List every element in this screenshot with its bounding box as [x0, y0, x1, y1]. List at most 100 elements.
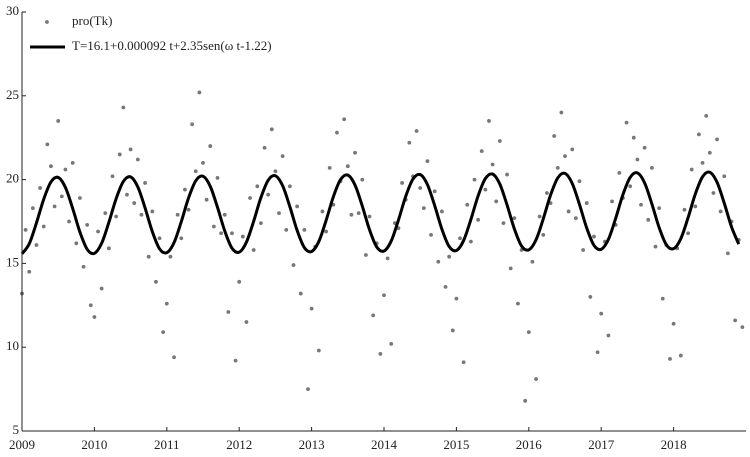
data-point	[298, 291, 303, 296]
data-point	[143, 181, 147, 185]
data-point	[291, 263, 296, 267]
data-point	[172, 355, 176, 360]
data-point	[175, 212, 180, 217]
data-point	[505, 172, 509, 177]
data-point	[671, 321, 676, 326]
data-point	[262, 145, 267, 150]
data-point	[483, 187, 488, 192]
y-tick-label: 15	[6, 254, 19, 269]
x-tick-label: 2017	[588, 437, 615, 452]
data-point	[472, 177, 477, 182]
data-point	[327, 165, 332, 170]
data-point	[139, 212, 144, 217]
data-point	[559, 110, 564, 115]
data-point	[193, 169, 198, 174]
data-point	[465, 202, 470, 207]
data-point	[240, 234, 245, 239]
data-point	[686, 231, 690, 236]
data-point	[508, 266, 513, 271]
data-point	[418, 186, 423, 190]
data-point	[78, 196, 82, 200]
data-point	[27, 269, 32, 274]
data-point	[353, 150, 357, 155]
data-point	[599, 311, 604, 316]
data-point	[516, 301, 520, 306]
data-point	[646, 217, 651, 222]
x-tick-label: 2018	[661, 437, 687, 452]
data-point	[248, 196, 252, 200]
data-point	[63, 167, 68, 172]
x-tick-label: 2013	[299, 437, 325, 452]
data-point	[255, 184, 260, 189]
legend-label: pro(Tk)	[72, 13, 112, 28]
data-point	[454, 296, 459, 301]
data-point	[114, 214, 119, 219]
data-point	[389, 341, 394, 346]
data-point	[164, 301, 169, 306]
data-point	[631, 135, 636, 140]
data-point	[497, 139, 502, 143]
data-point	[432, 189, 437, 194]
data-point	[581, 248, 585, 252]
data-point	[740, 325, 745, 329]
x-tick-label: 2010	[81, 437, 107, 452]
data-point	[96, 229, 100, 234]
data-point	[718, 209, 723, 214]
data-point	[715, 137, 719, 142]
data-point	[534, 377, 538, 381]
data-point	[161, 330, 166, 335]
data-point	[211, 224, 216, 229]
y-tick-label: 30	[6, 3, 19, 18]
data-point	[74, 241, 79, 246]
x-tick-label: 2015	[443, 437, 469, 452]
x-tick-label: 2016	[516, 437, 543, 452]
data-point	[106, 246, 111, 251]
data-point	[592, 234, 596, 239]
data-point	[657, 206, 662, 210]
data-point	[624, 120, 629, 125]
data-point	[179, 236, 184, 241]
data-point	[371, 313, 376, 318]
data-point	[41, 224, 46, 229]
data-point	[204, 197, 209, 202]
data-point	[722, 174, 727, 179]
legend: pro(Tk) T=16.1+0.000092 t+2.35sen(ω t-1.2…	[30, 13, 272, 53]
data-point	[287, 184, 292, 189]
data-point	[30, 206, 35, 210]
data-point	[342, 117, 347, 122]
data-point	[700, 160, 705, 165]
data-point	[316, 348, 321, 353]
data-point	[461, 360, 466, 365]
data-point	[733, 318, 738, 323]
data-point	[476, 217, 481, 222]
data-point	[45, 142, 50, 147]
data-point	[606, 333, 611, 338]
data-point	[660, 296, 665, 301]
data-point	[309, 306, 314, 311]
data-point	[146, 254, 151, 259]
data-point	[251, 248, 256, 252]
data-point	[284, 227, 289, 232]
data-point	[222, 212, 227, 217]
data-point	[367, 214, 372, 219]
data-point	[110, 174, 115, 179]
data-point	[280, 154, 285, 159]
data-point	[400, 181, 404, 185]
data-point	[215, 176, 220, 180]
data-point	[563, 154, 567, 159]
data-point	[49, 164, 53, 169]
data-point	[190, 122, 195, 127]
data-point	[70, 160, 75, 165]
data-point	[125, 192, 129, 197]
data-point	[81, 264, 86, 269]
data-point	[711, 191, 716, 195]
data-point	[610, 199, 614, 204]
data-point	[320, 209, 325, 214]
data-point	[345, 164, 350, 169]
x-tick-label: 2009	[9, 437, 35, 452]
data-point	[689, 167, 694, 172]
legend-label: T=16.1+0.000092 t+2.35sen(ω t-1.22)	[72, 38, 272, 53]
data-point	[154, 279, 158, 284]
data-point	[668, 357, 672, 361]
